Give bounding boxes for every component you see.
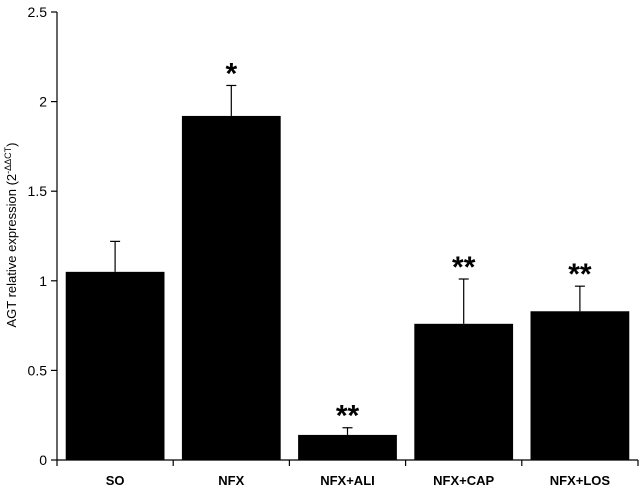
significance-group: ***** ** <box>225 57 591 432</box>
y-axis-label: AGT relative expression (2-ΔΔCT) <box>3 142 19 327</box>
y-tick-label: 2.5 <box>28 4 48 20</box>
x-tick-label: NFX+ALI <box>320 473 375 488</box>
y-tick-label: 0 <box>39 452 47 468</box>
bars-group <box>65 115 630 460</box>
bar <box>530 311 630 460</box>
bar <box>414 323 514 460</box>
y-axis: 0 0.5 1 1.5 2 2.5 <box>28 4 58 468</box>
y-tick-label: 2 <box>39 94 47 110</box>
y-axis-label-close: ) <box>4 142 19 146</box>
x-tick-label: NFX+LOS <box>550 473 611 488</box>
y-tick-label: 1 <box>39 273 47 289</box>
x-tick-label: NFX <box>218 473 244 488</box>
x-tick-label: SO <box>106 473 125 488</box>
significance-marker: ** <box>336 400 360 433</box>
x-axis: SO NFX NFX+ALI NFX+CAP NFX+LOS <box>56 459 639 488</box>
bar <box>65 271 165 460</box>
y-tick-label: 1.5 <box>28 183 48 199</box>
y-tick-label: 0.5 <box>28 362 48 378</box>
significance-marker: * <box>225 57 237 90</box>
bar <box>298 434 397 460</box>
bar <box>181 115 281 460</box>
x-tick-label: NFX+CAP <box>433 473 494 488</box>
y-axis-label-main: AGT relative expression (2 <box>4 174 19 328</box>
error-bars-group <box>110 84 585 435</box>
significance-marker: ** <box>452 251 476 284</box>
significance-marker: ** <box>568 258 592 291</box>
y-axis-label-superscript: -ΔΔCT <box>3 146 13 174</box>
